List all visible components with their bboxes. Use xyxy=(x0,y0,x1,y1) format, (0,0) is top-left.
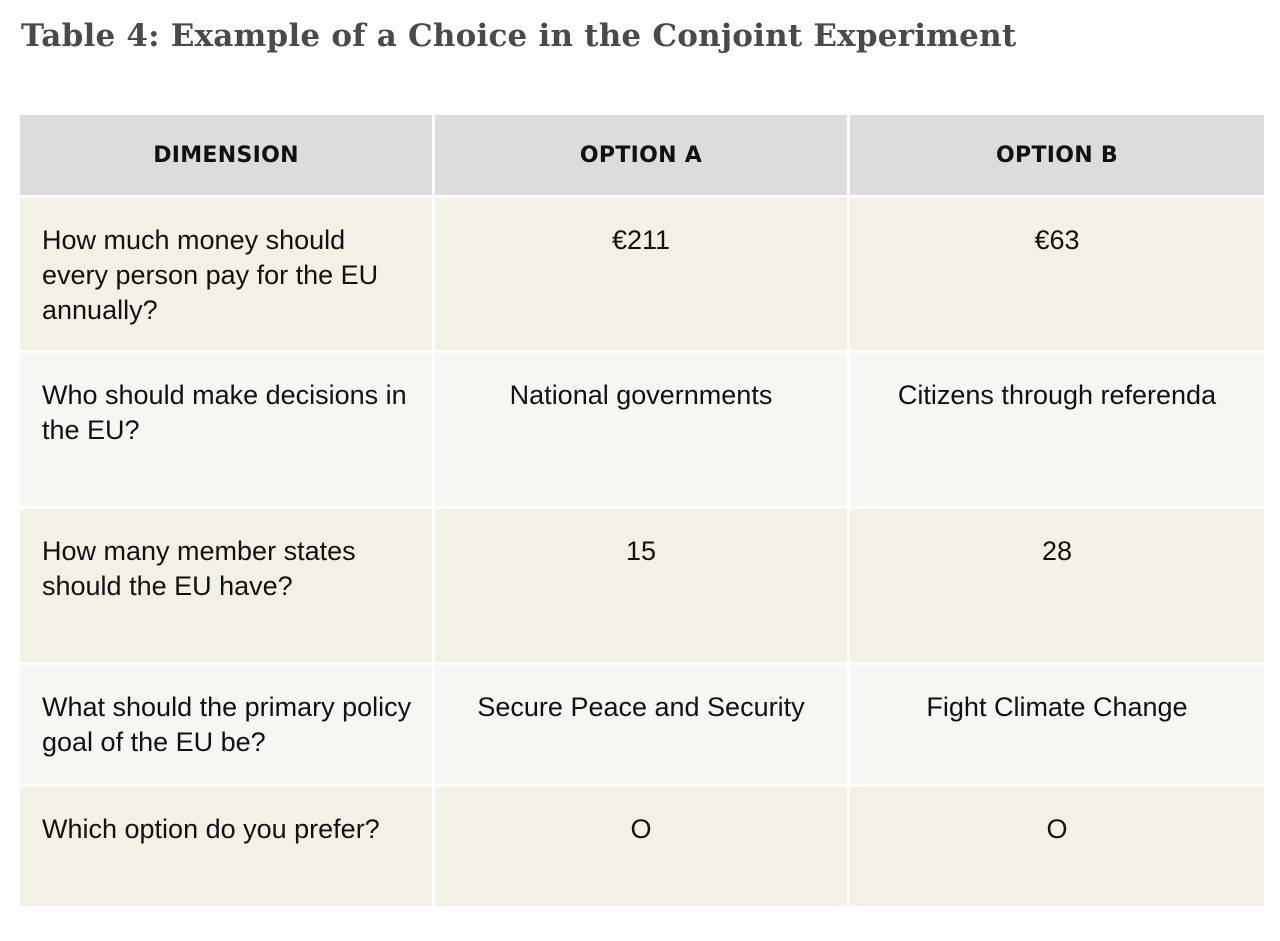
option-b-cell: 28 xyxy=(850,509,1264,665)
preference-question: Which option do you prefer? xyxy=(20,787,435,909)
header-dimension: DIMENSION xyxy=(20,115,435,198)
table-row: How many member states should the EU hav… xyxy=(20,509,1264,665)
option-b-cell: Citizens through referenda xyxy=(850,353,1264,509)
conjoint-table: DIMENSION OPTION A OPTION B How much mon… xyxy=(20,115,1264,909)
option-a-radio[interactable]: O xyxy=(630,814,652,844)
table-row: What should the primary policy goal of t… xyxy=(20,665,1264,787)
table-row: Who should make decisions in the EU? Nat… xyxy=(20,353,1264,509)
option-a-cell: National governments xyxy=(435,353,850,509)
option-a-choice-cell: O xyxy=(435,787,850,909)
table-header-row: DIMENSION OPTION A OPTION B xyxy=(20,115,1264,198)
option-b-choice-cell: O xyxy=(850,787,1264,909)
option-b-radio[interactable]: O xyxy=(1046,814,1068,844)
dimension-cell: Who should make decisions in the EU? xyxy=(20,353,435,509)
preference-row: Which option do you prefer? O O xyxy=(20,787,1264,909)
option-b-cell: Fight Climate Change xyxy=(850,665,1264,787)
header-option-a: OPTION A xyxy=(435,115,850,198)
option-a-cell: 15 xyxy=(435,509,850,665)
dimension-cell: How many member states should the EU hav… xyxy=(20,509,435,665)
dimension-cell: How much money should every person pay f… xyxy=(20,198,435,353)
option-a-cell: Secure Peace and Security xyxy=(435,665,850,787)
table-title: Table 4: Example of a Choice in the Conj… xyxy=(21,18,1017,54)
dimension-cell: What should the primary policy goal of t… xyxy=(20,665,435,787)
option-a-cell: €211 xyxy=(435,198,850,353)
header-option-b: OPTION B xyxy=(850,115,1264,198)
table-row: How much money should every person pay f… xyxy=(20,198,1264,353)
option-b-cell: €63 xyxy=(850,198,1264,353)
